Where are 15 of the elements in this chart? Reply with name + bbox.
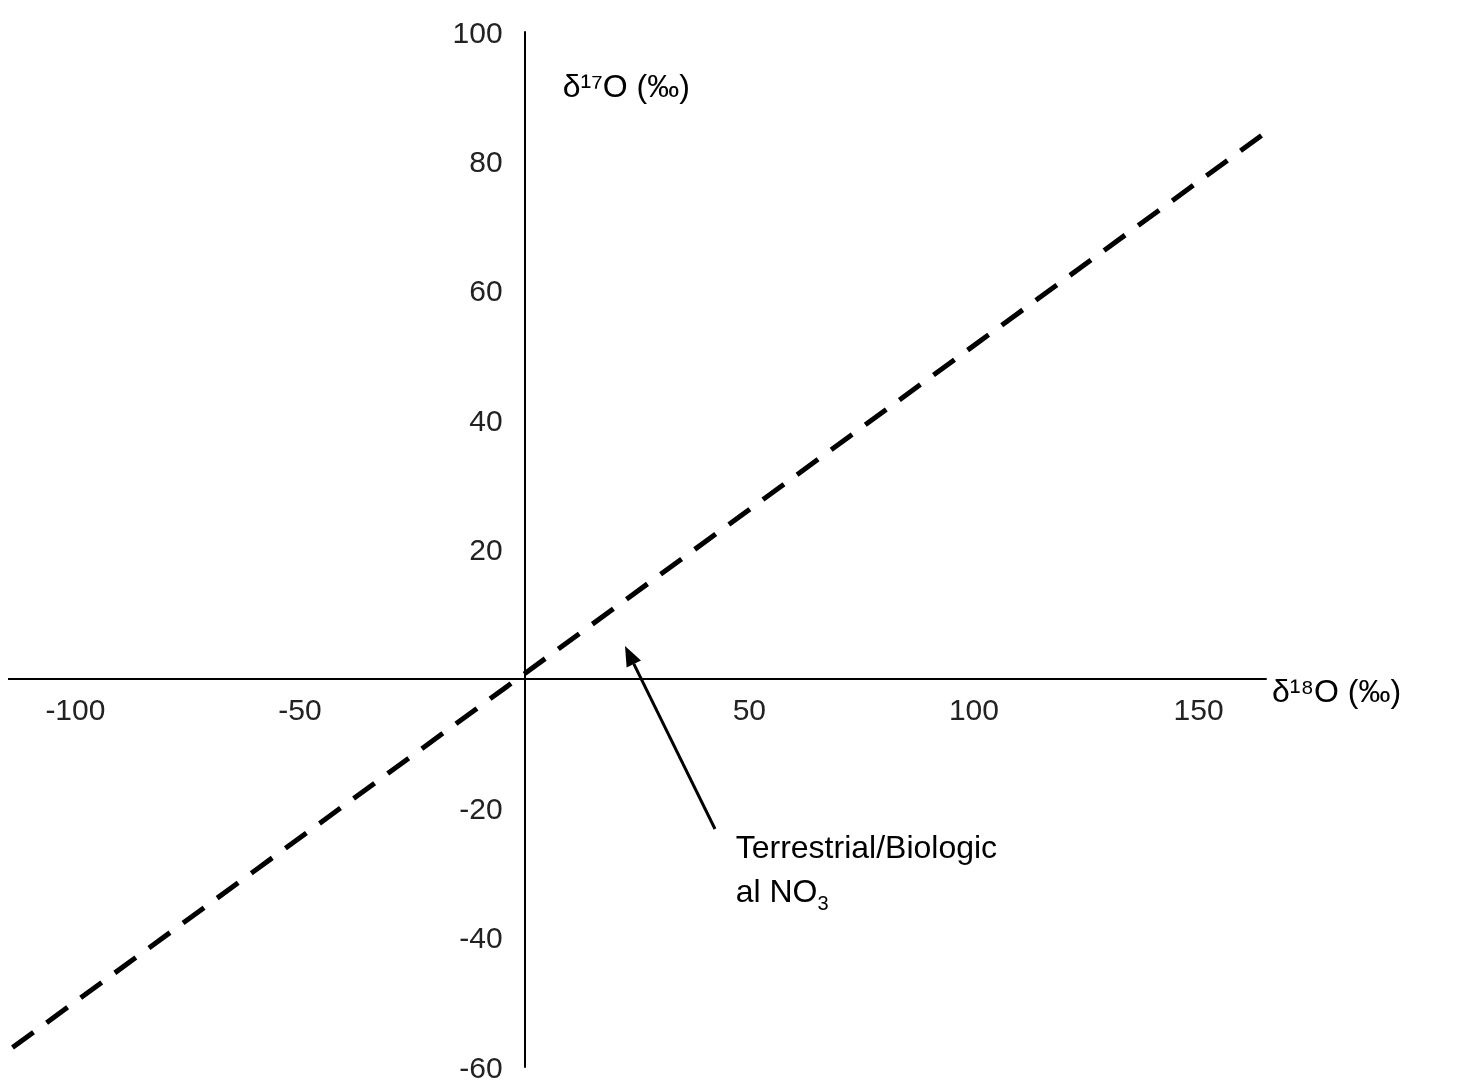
y-axis-title: δ¹⁷O (‰) [562, 68, 690, 104]
y-tick-label: -40 [459, 921, 503, 955]
x-axis-title: δ¹⁸O (‰) [1272, 672, 1402, 709]
y-tick-label: -20 [459, 791, 503, 825]
x-tick-label: 50 [732, 693, 767, 727]
x-tick-label: 100 [948, 693, 999, 727]
x-tick-label: -50 [278, 693, 322, 727]
y-tick-label: 100 [452, 15, 503, 49]
x-tick-label: 150 [1173, 693, 1224, 727]
x-tick-label: -100 [45, 693, 106, 727]
y-tick-label: 20 [469, 533, 503, 566]
y-tick-label: -60 [459, 1050, 503, 1084]
y-tick-label: 80 [469, 144, 503, 178]
y-tick-label: 60 [469, 274, 503, 308]
y-tick-label: 40 [469, 403, 503, 437]
